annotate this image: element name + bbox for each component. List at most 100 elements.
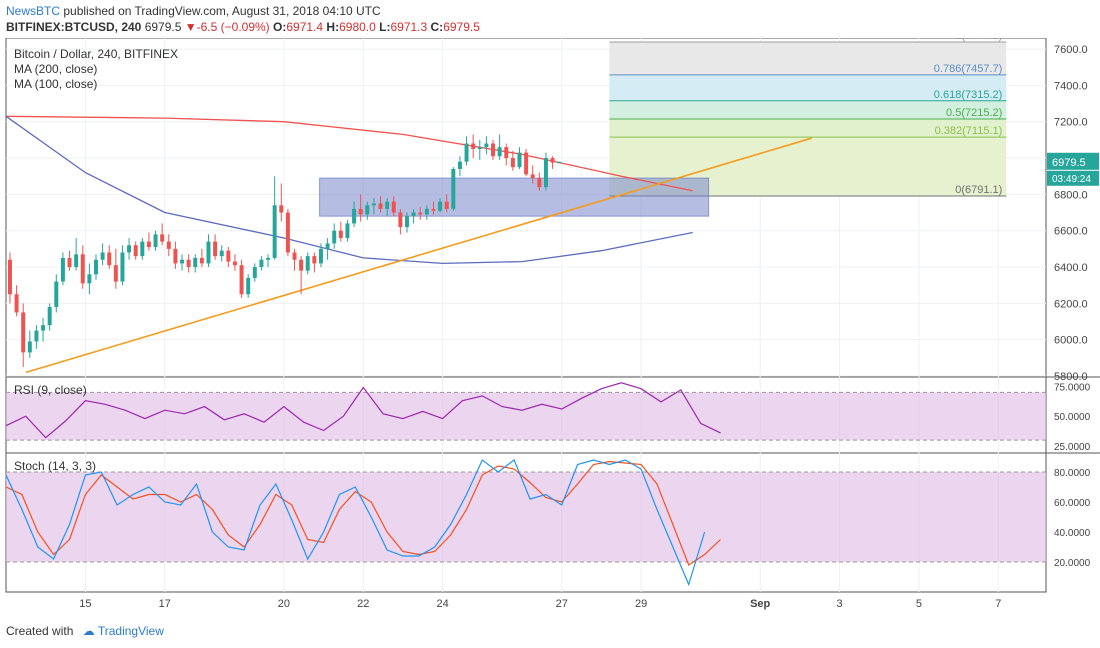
indicator-y-tick-label: 75.0000: [1054, 382, 1091, 393]
ascending-trendline: [25, 137, 813, 374]
candle-body: [14, 294, 19, 313]
candle-body: [398, 212, 403, 228]
candle-body: [7, 259, 12, 295]
close-label: C:: [430, 20, 444, 34]
candle-body: [166, 241, 171, 249]
indicator-y-tick-label: 60.0000: [1054, 498, 1091, 509]
legend-ma200: MA (200, close): [14, 62, 97, 76]
fib-zone: [609, 100, 1007, 119]
candle-body: [305, 256, 310, 271]
candle-body: [252, 267, 257, 278]
candle-body: [405, 216, 409, 228]
x-tick-label: 20: [278, 598, 290, 610]
last-price: 6979.5: [144, 20, 182, 34]
x-tick-label: 3: [837, 598, 843, 610]
chart-header: NewsBTC published on TradingView.com, Au…: [0, 0, 1100, 38]
fib-zone: [609, 118, 1007, 138]
candle-body: [431, 208, 436, 211]
ma100-line: [5, 115, 693, 265]
candle-body: [153, 234, 158, 248]
tradingview-brand[interactable]: TradingView: [97, 624, 164, 638]
change-value: -6.5 (−0.09%): [196, 20, 270, 34]
candle-body: [371, 203, 376, 206]
footer: Created with ☁ TradingView: [6, 624, 164, 638]
created-with-label: Created with: [6, 624, 74, 638]
candle-body: [94, 259, 98, 275]
candle-body: [107, 252, 112, 266]
tradingview-logo-icon[interactable]: ☁: [82, 624, 95, 638]
chart-canvas[interactable]: 15 17 20 22 24 27 29 Sep 3 5 7 5800.0 6000.0 6200.0 64…: [0, 38, 1100, 616]
indicator-y-tick-label: 50.0000: [1054, 412, 1091, 423]
candle-body: [127, 245, 132, 253]
candle-body: [477, 147, 482, 149]
candle-body: [550, 158, 555, 163]
last-price-tag: [1047, 152, 1099, 170]
candle-body: [67, 257, 72, 268]
candle-body: [186, 259, 191, 268]
y-tick-label: 7400.0: [1054, 80, 1088, 92]
ma200-line: [5, 115, 693, 192]
candle-body: [444, 201, 449, 209]
published-text: published on TradingView.com, August 31,…: [63, 4, 381, 18]
candle-body: [411, 212, 416, 217]
open-label: O:: [273, 20, 287, 34]
stoch-k-line: [5, 459, 706, 587]
candle-body: [557, 161, 562, 164]
fib-level-label: 0.618(7315.2): [934, 89, 1003, 101]
candle-body: [41, 325, 46, 331]
candle-body: [497, 147, 502, 157]
low-label: L:: [379, 20, 391, 34]
candle-body: [510, 158, 515, 168]
candle-body: [74, 254, 79, 268]
last-price-label: 6979.5: [1052, 157, 1086, 169]
candle-body: [365, 205, 370, 215]
candle-body: [206, 241, 211, 264]
y-tick-label: 6400.0: [1054, 262, 1088, 274]
fib-level-label: 0.5(7215.2): [946, 107, 1002, 119]
x-tick-label: 15: [79, 598, 91, 610]
stoch-title: Stoch (14, 3, 3): [14, 459, 96, 473]
legend-ma100: MA (100, close): [14, 77, 97, 91]
candle-body: [517, 152, 522, 168]
fib-level-label: 0.382(7115.1): [935, 125, 1003, 137]
y-tick-label: 7600.0: [1054, 44, 1088, 56]
candle-body: [285, 212, 290, 253]
candle-body: [524, 152, 529, 175]
candle-body: [266, 257, 271, 260]
candle-body: [345, 223, 350, 238]
y-tick-label: 6800.0: [1054, 189, 1088, 201]
candle-body: [140, 241, 145, 257]
candle-body: [451, 168, 456, 209]
candle-body: [378, 203, 383, 209]
candle-body: [279, 205, 284, 213]
candle-body: [246, 277, 251, 295]
candle-body: [358, 208, 363, 215]
candle-body: [543, 158, 548, 188]
candle-body: [100, 252, 105, 260]
indicator-y-tick-label: 25.0000: [1054, 442, 1091, 453]
publish-line: NewsBTC published on TradingView.com, Au…: [6, 4, 381, 18]
indicator-y-tick-label: 40.0000: [1054, 528, 1091, 539]
x-tick-label: 17: [159, 598, 171, 610]
candle-body: [80, 254, 85, 284]
author-link[interactable]: NewsBTC: [6, 4, 61, 18]
candle-body: [60, 257, 65, 282]
candle-body: [133, 245, 138, 257]
candle-body: [424, 208, 429, 215]
plot-frame: [5, 38, 1047, 593]
candle-body: [54, 281, 59, 307]
fib-level-label: 0(6791.1): [955, 184, 1002, 196]
candle-body: [312, 256, 317, 264]
candle-body: [332, 230, 337, 244]
candle-body: [504, 147, 509, 159]
candle-body: [87, 274, 92, 284]
candle-body: [160, 234, 165, 242]
y-tick-label: 5800.0: [1054, 371, 1088, 383]
candle-body: [352, 208, 357, 224]
open-value: 6971.4: [286, 20, 324, 34]
candle-body: [113, 265, 118, 282]
x-tick-label: 29: [635, 598, 647, 610]
x-tick-label: 27: [556, 598, 568, 610]
candle-body: [47, 306, 52, 326]
indicator-band: [6, 472, 1046, 562]
